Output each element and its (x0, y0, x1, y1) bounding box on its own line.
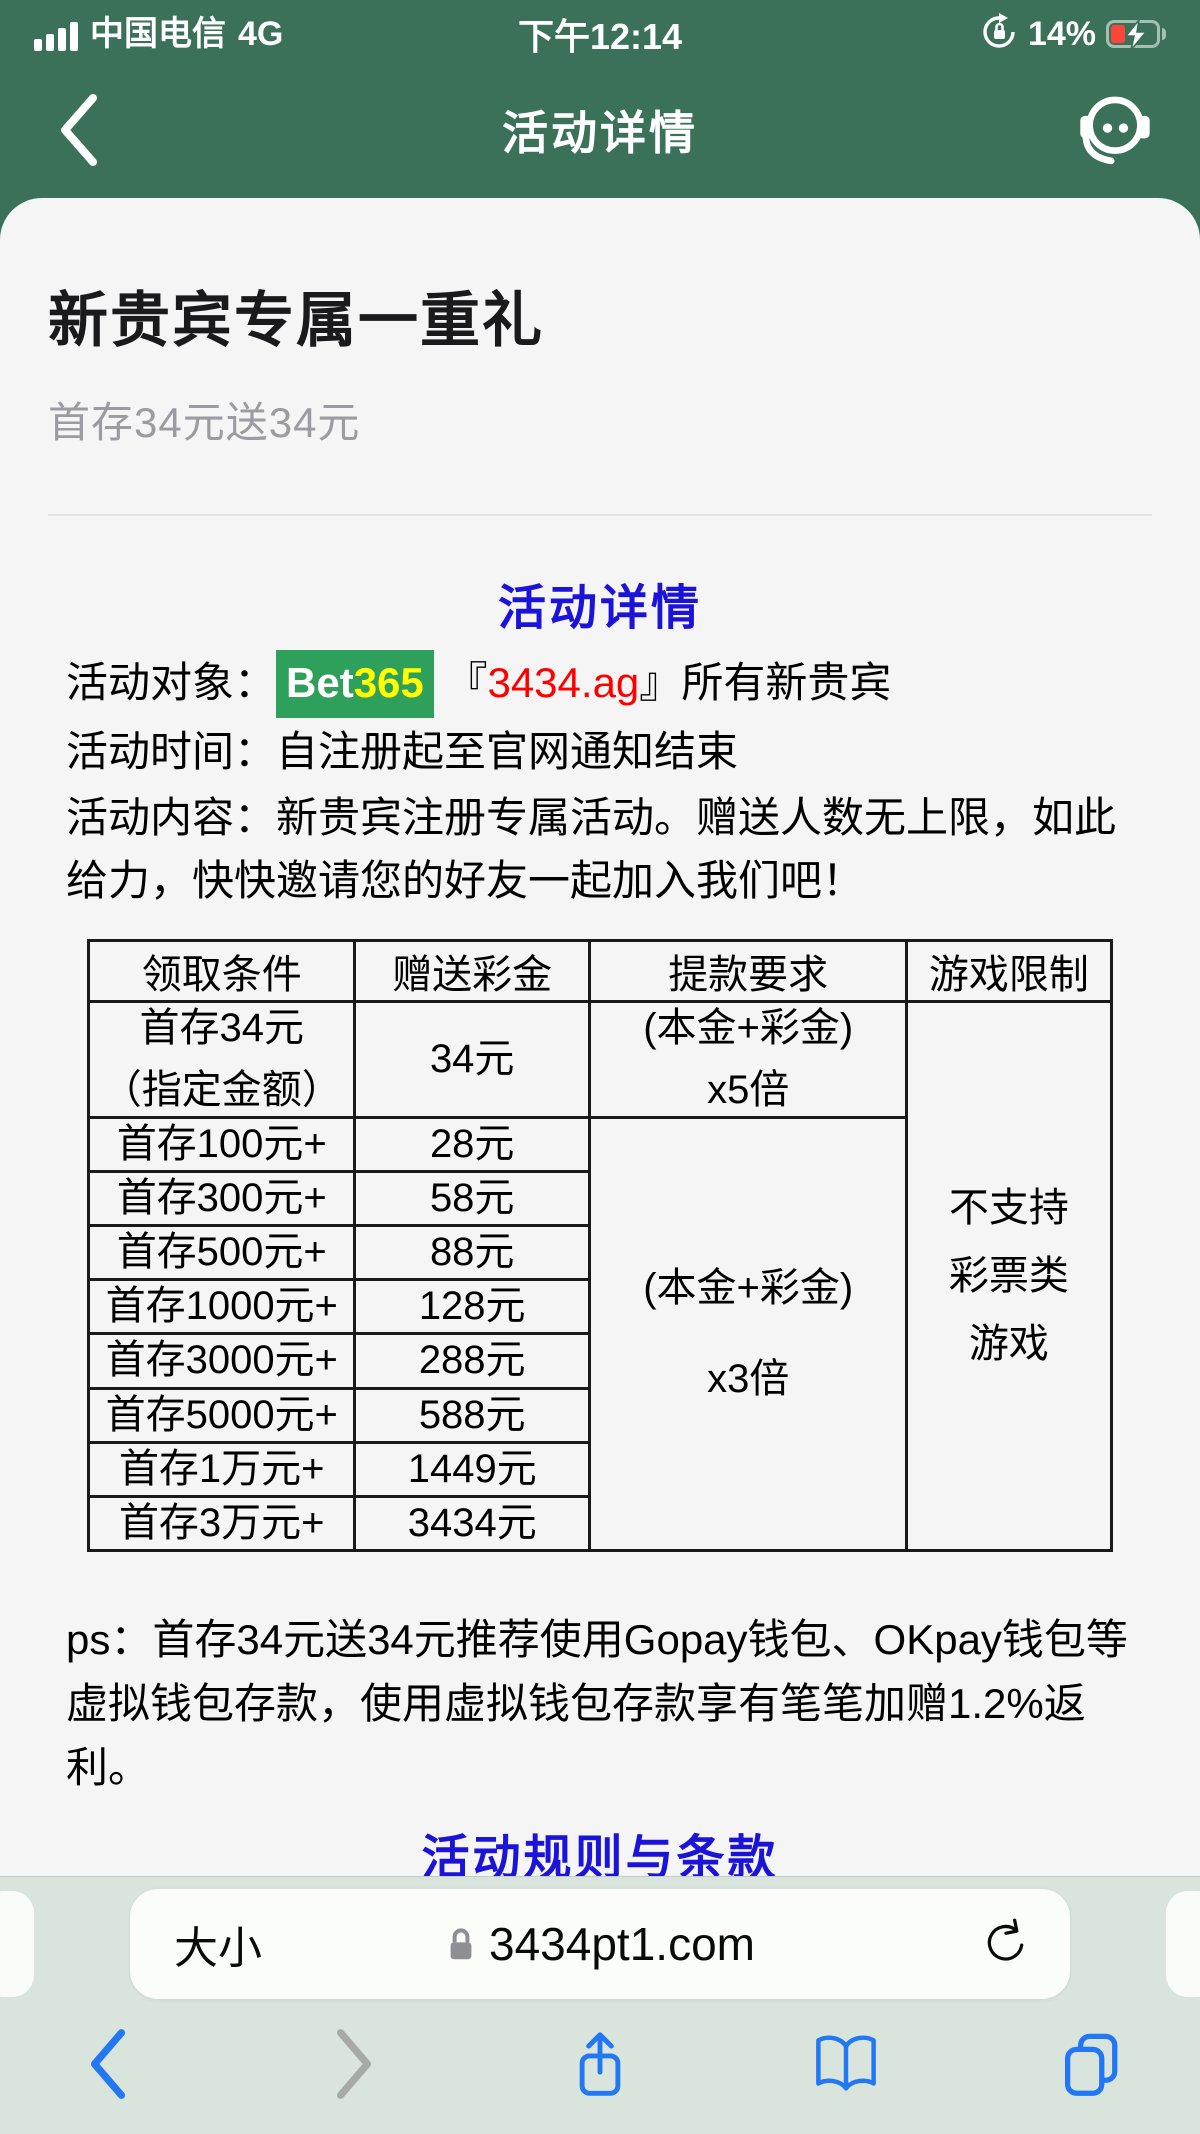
next-tab-stub[interactable] (1166, 1891, 1200, 1997)
content-card: 新贵宾专属一重礼 首存34元送34元 活动详情 活动对象： Bet365 『343… (0, 198, 1200, 1876)
cell-condition: 首存500元+ (87, 1224, 357, 1282)
back-button[interactable] (44, 86, 114, 176)
cell-bonus: 128元 (353, 1278, 592, 1336)
reload-icon (987, 1918, 1024, 1961)
share-icon (579, 2032, 621, 2096)
previous-tab-stub[interactable] (0, 1891, 34, 1997)
promo-title: 新贵宾专属一重礼 (48, 287, 544, 354)
cell-condition: 首存1000元+ (87, 1278, 357, 1336)
chevron-right-icon (336, 2029, 372, 2099)
chevron-left-icon (90, 2029, 126, 2099)
url-field[interactable]: 3434pt1.com (130, 1917, 1070, 1971)
page-title: 活动详情 (502, 107, 698, 159)
col-header: 赠送彩金 (353, 939, 592, 1004)
cell-withdrawal-x3: (本金+彩金) x3倍 (588, 1115, 909, 1553)
table-row: 首存3000元+ 288元 (87, 1332, 1111, 1390)
table-row: 首存1万元+ 1449元 (87, 1440, 1111, 1499)
domain-label: 3434pt1.com (489, 1918, 755, 1970)
cell-bonus: 1449元 (353, 1440, 592, 1499)
cell-bonus: 588元 (353, 1386, 592, 1444)
col-header: 领取条件 (87, 939, 357, 1004)
clock-label: 下午12:14 (517, 16, 683, 57)
open-book-icon (816, 2035, 876, 2091)
browser-back-button[interactable] (66, 2022, 150, 2106)
browser-forward-button[interactable] (312, 2022, 396, 2106)
details-heading: 活动详情 (497, 582, 702, 635)
promo-subtitle: 首存34元送34元 (48, 399, 361, 446)
battery-percent-label: 14% (1027, 15, 1096, 53)
nav-bar: 活动详情 (0, 62, 1200, 198)
safari-toolbar (0, 2008, 1200, 2134)
cell-withdrawal-x5: (本金+彩金) x5倍 (588, 1000, 909, 1119)
table-row: 首存3万元+ 3434元 (87, 1494, 1111, 1553)
cell-bonus: 34元 (353, 1000, 592, 1119)
cell-bonus: 58元 (353, 1169, 592, 1228)
rotation-lock-icon (980, 12, 1018, 56)
col-header: 游戏限制 (905, 939, 1113, 1004)
tabs-icon (1064, 2033, 1118, 2096)
cell-condition: 首存3万元+ (87, 1494, 357, 1553)
table-header-row: 领取条件 赠送彩金 提款要求 游戏限制 (87, 939, 1113, 1004)
tabs-button[interactable] (1050, 2022, 1134, 2106)
site-address: 3434.ag (487, 659, 640, 706)
table-row: 首存500元+ 88元 (87, 1224, 1111, 1282)
table-row: 首存1000元+ 128元 (87, 1278, 1111, 1336)
detail-time-line: 活动时间：自注册起至官网通知结束 (66, 727, 739, 775)
cell-game-restriction: 不支持 彩票类 游戏 (905, 1000, 1113, 1553)
table-row: 首存5000元+ 588元 (87, 1386, 1111, 1444)
cell-condition: 首存300元+ (87, 1169, 357, 1228)
table-row: 首存300元+ 58元 (87, 1169, 1111, 1228)
signal-strength-icon (34, 21, 78, 51)
cell-bonus: 3434元 (353, 1494, 592, 1553)
address-bar[interactable]: 大小 3434pt1.com (130, 1889, 1070, 1999)
divider (48, 514, 1152, 516)
network-type-label: 4G (238, 15, 284, 53)
battery-charging-icon (1106, 19, 1166, 51)
customer-service-button[interactable] (1070, 84, 1160, 174)
detail-content-line: 活动内容：新贵宾注册专属活动。赠送人数无上限，如此给力，快快邀请您的好友一起加入… (66, 793, 1117, 905)
col-header: 提款要求 (588, 939, 909, 1004)
url-bar-row: 大小 3434pt1.com (0, 1877, 1200, 2008)
table-row: 首存100元+ 28元 (本金+彩金) x3倍 (87, 1115, 1111, 1553)
promo-table: 领取条件 赠送彩金 提款要求 游戏限制 首存34元 （指定金额） 34元 (本金+… (87, 939, 1113, 1553)
cell-condition: 首存3000元+ (87, 1332, 357, 1390)
cell-bonus: 28元 (353, 1115, 592, 1173)
cell-bonus: 288元 (353, 1332, 592, 1390)
bookmarks-button[interactable] (804, 2022, 888, 2106)
detail-target-line: 活动对象： Bet365 『3434.ag』所有新贵宾 (66, 650, 1134, 718)
padlock-icon (450, 1928, 472, 1960)
cell-bonus: 88元 (353, 1224, 592, 1282)
bet365-badge: Bet365 (276, 650, 434, 718)
ps-note: ps：首存34元送34元推荐使用Gopay钱包、OKpay钱包等虚拟钱包存款，使… (66, 1616, 1128, 1791)
headset-icon (1080, 96, 1150, 165)
table-row: 首存34元 （指定金额） 34元 (本金+彩金) x5倍 不支持 彩票类 游戏 (87, 1000, 1113, 1553)
carrier-label: 中国电信 (90, 15, 226, 53)
cell-condition: 首存100元+ (87, 1115, 357, 1173)
text-size-button[interactable]: 大小 (174, 1912, 262, 1976)
cell-condition: 首存1万元+ (87, 1440, 357, 1499)
status-bar: 中国电信 4G 下午12:14 14% (0, 0, 1200, 62)
rules-heading: 活动规则与条款 (421, 1831, 779, 1876)
cell-condition: 首存34元 （指定金额） (87, 1000, 357, 1119)
reload-button[interactable] (978, 1916, 1034, 1972)
cell-condition: 首存5000元+ (87, 1386, 357, 1444)
share-button[interactable] (558, 2022, 642, 2106)
safari-bottom-bar: 大小 3434pt1.com (0, 1876, 1200, 2134)
